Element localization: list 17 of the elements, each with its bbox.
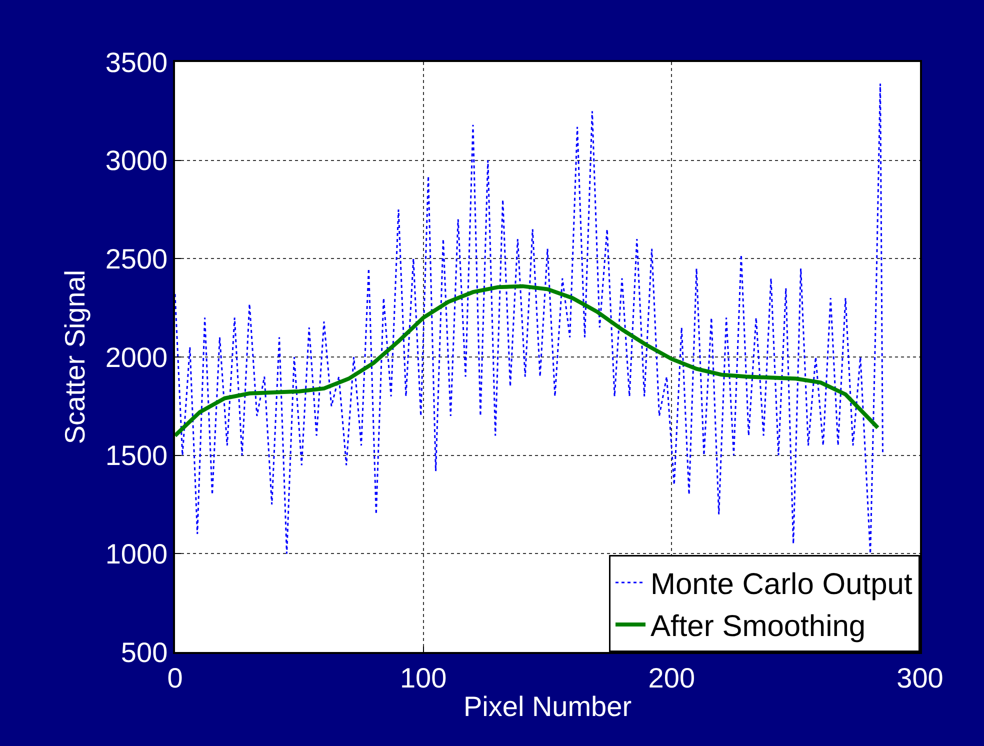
- y-tick-label: 2500: [105, 243, 168, 274]
- y-tick-label: 500: [120, 636, 168, 668]
- legend-label: Monte Carlo Output: [650, 568, 913, 602]
- line-series: [175, 82, 884, 554]
- x-tick-label: 200: [648, 662, 696, 694]
- x-axis-title: Pixel Number: [463, 690, 632, 722]
- legend-label: After Smoothing: [650, 610, 866, 644]
- y-tick-label: 1500: [105, 440, 168, 472]
- y-tick-label: 2000: [105, 342, 168, 373]
- x-tick-label: 300: [896, 662, 944, 694]
- y-tick-label: 1000: [105, 538, 168, 570]
- y-tick-label: 3500: [105, 46, 168, 78]
- x-tick-label: 100: [400, 662, 447, 694]
- line-series: [175, 284, 880, 438]
- x-tick-label: 0: [167, 662, 183, 694]
- y-tick-label: 3000: [105, 145, 168, 176]
- y-axis-title: Scatter Signal: [60, 270, 91, 444]
